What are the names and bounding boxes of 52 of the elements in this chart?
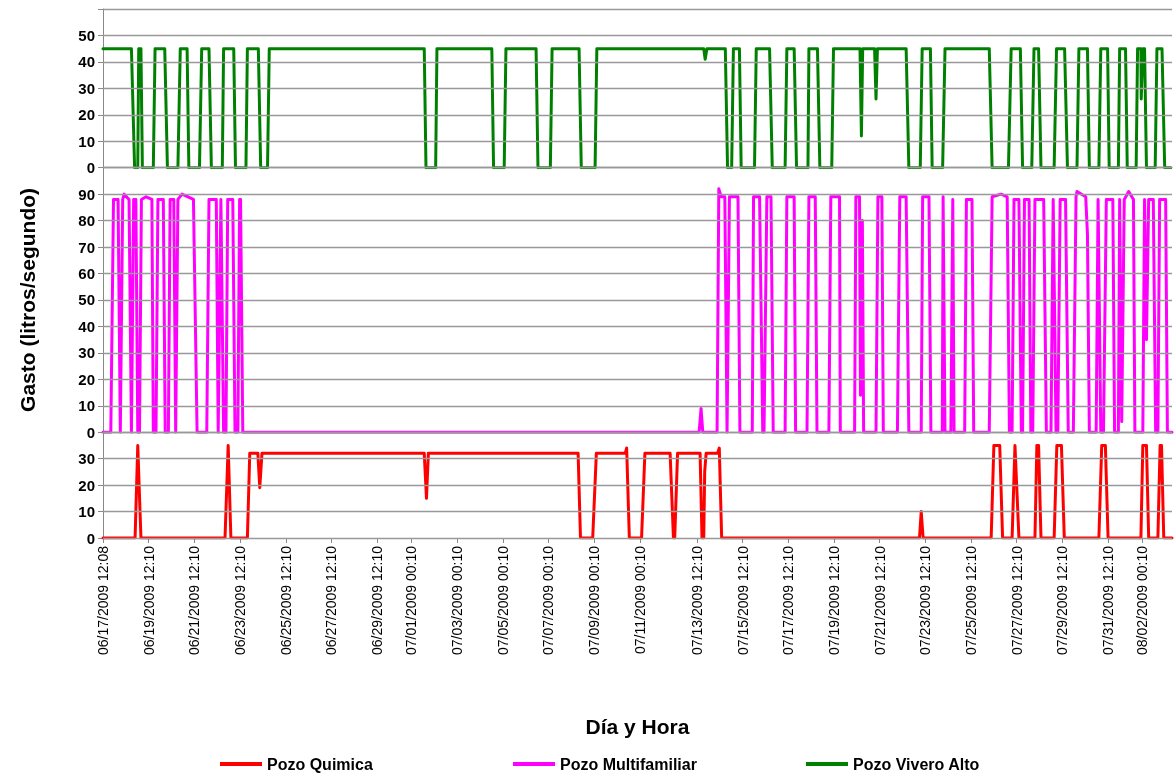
- y-tick-label: 0: [86, 529, 95, 547]
- x-tick-label: 06/17/2009 12:08: [95, 545, 111, 655]
- y-tick-label: 30: [78, 344, 95, 362]
- x-tick-label: 06/21/2009 12:10: [186, 545, 203, 655]
- line-series: [101, 187, 1174, 434]
- x-tick-label: 06/23/2009 12:10: [232, 545, 249, 655]
- x-tick-label: 06/27/2009 12:10: [323, 545, 340, 655]
- legend-label: Pozo Multifamiliar: [560, 755, 697, 773]
- y-tick-label: 30: [78, 79, 95, 97]
- y-tick-label: 40: [78, 317, 95, 335]
- y-tick-label: 0: [86, 159, 95, 177]
- x-tick-label: 07/21/2009 12:10: [871, 545, 888, 655]
- x-tick-label: 07/11/2009 00:10: [631, 545, 648, 654]
- legend-label: Pozo Quimica: [267, 755, 373, 773]
- x-tick-label: 07/29/2009 12:10: [1054, 545, 1071, 655]
- y-tick-label: 20: [78, 476, 95, 494]
- x-tick-label: 07/05/2009 00:10: [494, 545, 511, 655]
- legend-label: Pozo Vivero Alto: [853, 755, 980, 773]
- x-tick-label: 07/15/2009 12:10: [734, 545, 751, 655]
- x-tick-label: 07/13/2009 12:10: [688, 545, 705, 655]
- x-tick-label: 07/09/2009 00:10: [586, 545, 603, 655]
- x-tick-label: 07/25/2009 12:10: [963, 545, 980, 655]
- y-tick-label: 50: [78, 26, 95, 44]
- y-tick-label: 10: [78, 132, 95, 150]
- y-tick-label: 70: [78, 238, 95, 256]
- y-tick-label: 20: [78, 370, 95, 388]
- x-tick-label: 07/27/2009 12:10: [1008, 545, 1025, 655]
- y-tick-label: 50: [78, 291, 95, 309]
- y-tick-label: 10: [78, 503, 95, 521]
- x-tick-label: 07/23/2009 12:10: [917, 545, 934, 655]
- x-axis-title: Día y Hora: [585, 715, 690, 738]
- x-tick-label: 06/25/2009 12:10: [277, 545, 294, 655]
- y-tick-label: 40: [78, 53, 95, 71]
- y-tick-label: 20: [78, 106, 95, 124]
- line-series: [101, 443, 1174, 540]
- x-tick-label: 06/19/2009 12:10: [140, 545, 157, 655]
- y-tick-label: 30: [78, 450, 95, 468]
- x-tick-label: 07/01/2009 00:10: [403, 545, 420, 655]
- y-tick-label: 90: [78, 185, 95, 203]
- x-tick-label: 07/03/2009 00:10: [449, 545, 466, 655]
- line-series: [101, 47, 1173, 170]
- y-tick-label: 60: [78, 265, 95, 282]
- y-tick-label: 10: [78, 397, 95, 415]
- y-tick-label: 0: [86, 423, 95, 441]
- x-tick-label: 07/07/2009 00:10: [540, 545, 557, 655]
- x-tick-label: 07/31/2009 12:10: [1100, 545, 1117, 655]
- x-tick-label: 07/19/2009 12:10: [825, 545, 842, 655]
- x-tick-label: 07/17/2009 12:10: [780, 545, 797, 655]
- y-tick-label: 80: [78, 212, 95, 230]
- x-tick-label: 06/29/2009 12:10: [369, 545, 386, 655]
- y-axis-title: Gasto (litros/segundo): [16, 187, 39, 412]
- x-tick-label: 08/02/2009 00:10: [1134, 545, 1151, 655]
